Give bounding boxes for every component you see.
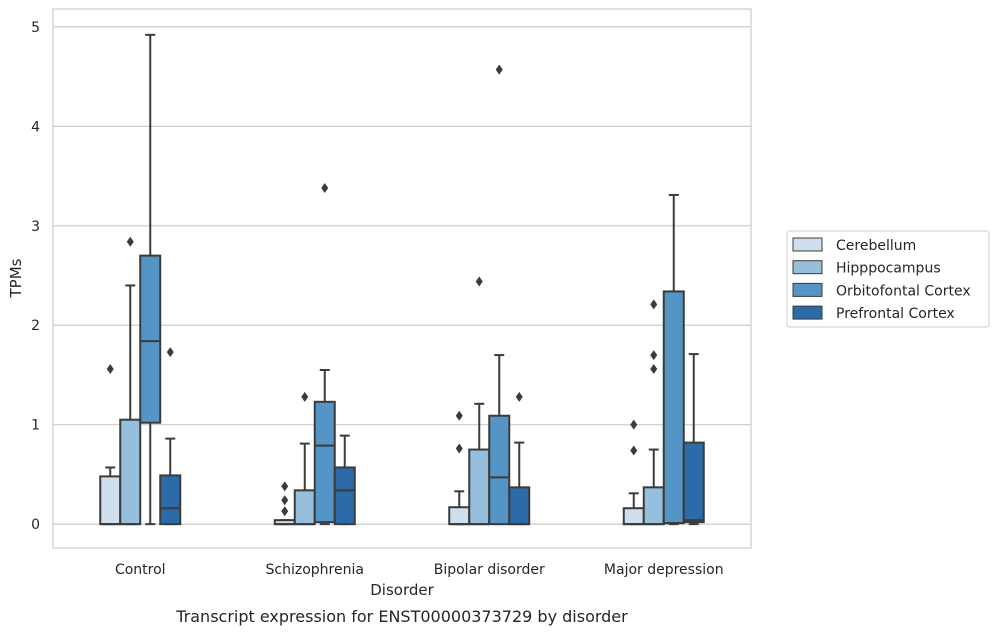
box-orbitofontal-cortex (139, 33, 162, 526)
outlier-point (650, 350, 658, 361)
legend-label: Hipppocampus (836, 261, 941, 277)
box-prefrontal-cortex (159, 347, 182, 526)
x-tick-label: Bipolar disorder (434, 562, 545, 578)
y-tick-label: 0 (31, 517, 40, 533)
outlier-point (650, 363, 658, 374)
box-cerebellum (273, 481, 296, 526)
outlier-point (301, 391, 309, 402)
legend-swatch (792, 237, 823, 252)
outlier-point (281, 506, 289, 517)
outlier-point (455, 443, 463, 454)
outlier-point (650, 299, 658, 310)
box-body (622, 507, 645, 526)
legend-swatch (792, 305, 823, 320)
x-tick-label: Control (115, 562, 166, 578)
outlier-point (321, 183, 329, 194)
legend-label: Orbitofontal Cortex (836, 283, 971, 299)
box-body (682, 441, 705, 524)
box-body (333, 466, 356, 526)
outlier-point (126, 236, 134, 247)
outlier-point (455, 410, 463, 421)
box-prefrontal-cortex (508, 391, 531, 526)
outlier-point (515, 391, 523, 402)
y-axis-title: TPMs (7, 258, 25, 298)
box-body (662, 290, 685, 525)
outlier-point (630, 445, 638, 456)
box-orbitofontal-cortex (313, 183, 336, 526)
outlier-point (630, 419, 638, 430)
box-body (448, 506, 471, 526)
x-axis-title: Disorder (370, 581, 434, 599)
outlier-point (495, 64, 503, 75)
outlier-point (475, 276, 483, 287)
box-body (488, 414, 511, 526)
box-body (642, 486, 665, 526)
y-tick-label: 1 (31, 418, 40, 434)
outlier-point (281, 495, 289, 506)
box-body (468, 448, 491, 526)
x-tick-labels: Control Schizophrenia Bipolar disorder Majo… (115, 562, 724, 578)
box-cerebellum (622, 419, 645, 526)
y-tick-label: 3 (31, 219, 40, 235)
y-tick-label: 4 (31, 119, 40, 135)
outlier-point (106, 363, 114, 374)
box-orbitofontal-cortex (488, 64, 511, 526)
box-prefrontal-cortex (333, 434, 356, 526)
box-body (139, 254, 162, 424)
box-hipppocampus (119, 236, 142, 526)
box-body (159, 474, 182, 526)
box-plots (99, 33, 705, 526)
legend-label: Cerebellum (836, 238, 916, 254)
box-body (313, 400, 336, 524)
plot-frame (52, 8, 752, 549)
box-prefrontal-cortex (682, 353, 705, 526)
outlier-point (281, 481, 289, 492)
chart-caption: Transcript expression for ENST0000037372… (175, 607, 628, 626)
box-orbitofontal-cortex (662, 193, 685, 526)
y-tick-label: 2 (31, 318, 40, 334)
box-hipppocampus (468, 276, 491, 526)
x-tick-label: Schizophrenia (266, 562, 364, 578)
box-body (99, 475, 122, 526)
legend-swatch (792, 260, 823, 275)
legend-frame (786, 230, 990, 328)
box-cerebellum (99, 363, 122, 526)
x-tick-label: Major depression (604, 562, 724, 578)
box-body (293, 489, 316, 526)
legend-swatch (792, 282, 823, 297)
box-body (508, 486, 531, 526)
y-tick-labels: 0 1 2 3 4 5 (31, 20, 40, 533)
legend-label: Prefrontal Cortex (836, 306, 955, 322)
outlier-point (166, 347, 174, 358)
box-body (119, 418, 142, 526)
legend: Cerebellum Hipppocampus Orbitofontal Corte… (786, 230, 990, 328)
y-tick-label: 5 (31, 20, 40, 36)
